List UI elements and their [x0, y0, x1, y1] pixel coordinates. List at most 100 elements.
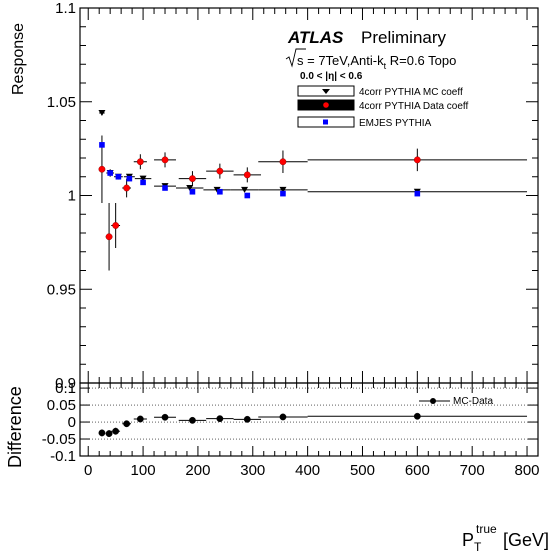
legend-marker-triangle-icon — [322, 89, 330, 94]
svg-text:EMJES PYTHIA: EMJES PYTHIA — [359, 118, 432, 129]
x-axis-title-sub: T — [474, 540, 482, 554]
x-tick-label: 300 — [240, 462, 265, 479]
data-point-circle — [105, 233, 113, 241]
data-point-circle — [243, 171, 251, 179]
data-point-circle — [136, 415, 144, 423]
data-point-triangle — [139, 175, 147, 182]
ratio-y-tick-label: 0.05 — [47, 397, 76, 414]
ratio-legend: MC-Data — [419, 396, 493, 407]
x-tick-label: 400 — [295, 462, 320, 479]
x-tick-label: 200 — [185, 462, 210, 479]
x-tick-label: 100 — [131, 462, 156, 479]
data-point-circle — [161, 413, 169, 421]
svg-text:4corr PYTHIA Data coeff: 4corr PYTHIA Data coeff — [359, 101, 469, 112]
main-y-tick-label: 1.1 — [55, 0, 76, 17]
legend-entry-emjes: EMJES PYTHIA — [297, 116, 432, 129]
ratio-ticks — [80, 383, 538, 457]
data-point-square — [189, 188, 196, 195]
data-point-circle — [123, 184, 131, 192]
ratio-y-axis-title: Difference — [5, 386, 25, 468]
svg-text:s = 7TeV,Anti-kt R=0.6 Topo: s = 7TeV,Anti-kt R=0.6 Topo — [297, 53, 456, 71]
x-tick-labels: 0 100 200 300 400 500 600 700 800 — [84, 462, 539, 479]
x-axis-title-sup: true — [476, 522, 497, 536]
svg-text:4corr PYTHIA MC coeff: 4corr PYTHIA MC coeff — [359, 87, 463, 98]
svg-text:PT: PT — [462, 530, 482, 554]
data-point-square — [115, 173, 122, 180]
data-point-triangle — [186, 185, 194, 191]
ratio-y-tick-label: -0.1 — [50, 448, 76, 465]
energy-jets-label: s = 7TeV,Anti-kt R=0.6 Topo — [285, 48, 456, 71]
data-point-square — [99, 142, 105, 148]
data-point-circle — [105, 430, 113, 437]
main-panel: 0.9 0.95 1 1.05 1.1 Response ATLAS Prelimina… — [10, 0, 539, 392]
main-legend: 4corr PYTHIA MC coeff 4corr PYTHIA Data … — [297, 85, 469, 129]
data-point-circle — [161, 156, 169, 164]
main-series-1 — [98, 135, 528, 271]
data-point-triangle — [241, 186, 249, 193]
data-point-circle — [279, 413, 287, 421]
main-y-tick-label: 0.95 — [47, 281, 76, 298]
legend-entry-mc: 4corr PYTHIA MC coeff — [297, 85, 463, 98]
main-ticks — [80, 7, 538, 384]
x-axis-title-main: P — [462, 530, 474, 550]
data-point-circle — [112, 222, 120, 229]
main-y-tick-label: 1 — [68, 188, 76, 205]
ratio-y-tick-label: 0.1 — [55, 380, 76, 397]
ratio-y-tick-label: 0 — [68, 414, 76, 431]
energy-jets-sub: t — [384, 61, 387, 71]
x-axis-title-unit: [GeV] — [503, 530, 549, 550]
ratio-plot-frame — [79, 382, 539, 457]
atlas-label: ATLAS — [287, 28, 344, 47]
data-point-circle — [243, 415, 251, 423]
data-point-triangle — [98, 110, 106, 116]
data-point-circle — [413, 156, 421, 164]
main-series-2 — [99, 142, 421, 199]
data-point-circle — [189, 416, 196, 424]
legend-marker-square-icon — [323, 119, 328, 125]
data-point-circle — [98, 165, 106, 173]
ratio-legend-marker-circle-icon — [430, 398, 436, 404]
x-tick-label: 500 — [350, 462, 375, 479]
data-point-square — [280, 190, 286, 197]
data-point-circle — [112, 427, 120, 435]
sqrt-s-text: s — [297, 53, 304, 68]
data-point-square — [244, 192, 251, 199]
preliminary-label: Preliminary — [361, 28, 447, 47]
x-tick-label: 0 — [84, 462, 92, 479]
main-y-tick-label: 0.9 — [55, 375, 76, 392]
legend-entry-data: 4corr PYTHIA Data coeff — [297, 99, 469, 112]
data-point-square — [162, 185, 168, 191]
data-point-circle — [216, 415, 224, 423]
data-point-square — [217, 188, 223, 195]
main-y-tick-labels: 0.9 0.95 1 1.05 1.1 — [47, 0, 76, 392]
x-tick-label: 600 — [405, 462, 430, 479]
energy-jets-post: R=0.6 Topo — [386, 53, 456, 68]
eta-range-label: 0.0 < |η| < 0.6 — [300, 71, 363, 82]
legend-marker-circle-icon — [323, 102, 329, 108]
data-point-square — [126, 175, 133, 182]
energy-jets-pre: = 7TeV,Anti-k — [304, 53, 385, 68]
main-y-tick-label: 1.05 — [47, 94, 76, 111]
x-tick-label: 800 — [515, 462, 540, 479]
data-point-square — [107, 170, 113, 176]
data-point-circle — [189, 175, 196, 183]
x-tick-label: 700 — [460, 462, 485, 479]
data-point-triangle — [279, 186, 287, 193]
data-point-circle — [123, 420, 131, 428]
data-point-square — [140, 179, 146, 186]
x-axis-title: PT true [GeV] — [462, 522, 549, 554]
ratio-series — [98, 412, 528, 437]
ratio-y-tick-label: -0.05 — [42, 431, 76, 448]
svg-text:MC-Data: MC-Data — [453, 396, 493, 407]
data-point-circle — [216, 167, 224, 175]
data-point-square — [414, 190, 421, 197]
main-series — [98, 110, 528, 271]
data-point-circle — [279, 158, 287, 166]
data-point-circle — [136, 158, 144, 166]
ratio-series-0 — [98, 412, 528, 437]
main-y-axis-title: Response — [10, 23, 27, 95]
atlas-annotation: ATLAS Preliminary s = 7TeV,Anti-kt R=0.6… — [285, 28, 456, 82]
